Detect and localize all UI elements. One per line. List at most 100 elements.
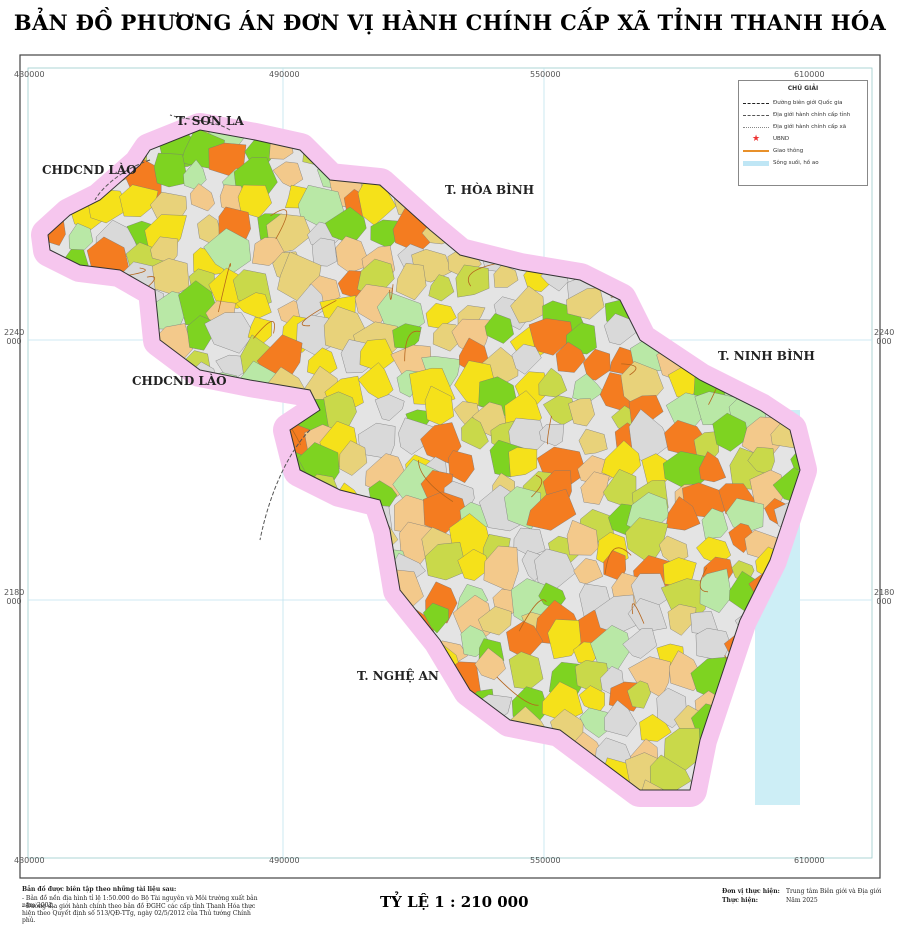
road	[328, 577, 342, 618]
commune	[119, 655, 151, 687]
commune	[581, 145, 609, 174]
commune	[342, 629, 373, 657]
commune	[101, 649, 136, 680]
commune	[149, 782, 183, 790]
commune	[48, 655, 75, 690]
commune	[48, 471, 69, 517]
commune	[747, 320, 774, 348]
commune	[236, 473, 279, 518]
commune	[536, 212, 575, 255]
region-label: T. NGHỆ AN	[357, 669, 439, 683]
commune	[784, 259, 800, 299]
coord-label: 2240 000	[4, 328, 25, 346]
commune	[48, 446, 72, 481]
commune	[714, 267, 750, 303]
commune	[550, 141, 579, 170]
commune	[204, 312, 255, 354]
commune	[67, 470, 105, 505]
credit-label: Đơn vị thực hiện:	[722, 888, 780, 895]
commune	[98, 351, 125, 377]
commune	[148, 408, 190, 454]
commune	[67, 714, 110, 752]
commune	[484, 313, 514, 344]
commune	[761, 235, 795, 271]
commune	[453, 759, 482, 790]
commune	[363, 733, 403, 784]
commune	[260, 675, 303, 714]
commune	[296, 731, 329, 760]
commune	[244, 617, 273, 644]
commune	[627, 240, 667, 276]
source-heading: Bản đồ được biên tập theo những tài liệu…	[22, 886, 177, 893]
road	[209, 492, 227, 524]
commune	[477, 606, 512, 636]
commune	[594, 130, 627, 143]
commune	[122, 754, 164, 790]
credit-label: Thực hiện:	[722, 897, 758, 904]
commune	[119, 713, 150, 744]
commune	[362, 706, 393, 740]
commune	[396, 743, 424, 769]
commune	[208, 717, 236, 745]
road	[270, 209, 288, 240]
commune	[355, 604, 394, 645]
coord-label: 610000	[794, 70, 825, 79]
commune	[416, 757, 457, 790]
commune	[641, 135, 667, 162]
commune	[691, 235, 727, 273]
commune	[48, 717, 69, 745]
commune	[299, 648, 334, 685]
road	[496, 676, 539, 706]
legend-item: Địa giới hành chính cấp tỉnh	[773, 112, 851, 118]
commune	[265, 574, 295, 615]
commune	[245, 685, 271, 714]
commune	[85, 371, 125, 407]
commune	[274, 519, 311, 555]
commune	[673, 145, 697, 173]
commune	[272, 507, 305, 545]
commune	[209, 726, 251, 765]
commune	[775, 188, 800, 229]
commune	[416, 781, 452, 790]
commune	[451, 731, 495, 775]
region-label: CHDCND LÀO	[132, 374, 227, 388]
commune	[272, 726, 305, 769]
road	[699, 567, 708, 593]
commune	[280, 708, 306, 737]
commune	[271, 623, 302, 675]
commune	[699, 568, 732, 613]
commune	[473, 734, 511, 775]
road	[386, 700, 391, 720]
commune	[639, 714, 672, 742]
map-title: BẢN ĐỒ PHƯƠNG ÁN ĐƠN VỊ HÀNH CHÍNH CẤP X…	[13, 10, 887, 35]
road	[531, 474, 543, 498]
coord-label: 490000	[269, 856, 300, 865]
commune	[89, 623, 133, 662]
commune	[661, 235, 688, 266]
commune	[48, 729, 66, 762]
commune	[91, 427, 120, 449]
commune	[577, 172, 608, 193]
commune	[703, 326, 732, 351]
commune	[634, 227, 661, 253]
commune	[336, 781, 373, 790]
commune	[48, 684, 57, 711]
commune	[238, 532, 293, 579]
commune	[523, 130, 549, 141]
commune	[89, 130, 122, 150]
commune	[330, 521, 367, 567]
commune	[48, 327, 55, 357]
commune	[237, 418, 270, 452]
commune	[188, 454, 223, 489]
commune	[186, 780, 221, 790]
road	[417, 460, 454, 502]
road	[389, 284, 394, 300]
commune	[95, 702, 136, 748]
coord-label: 430000	[14, 856, 45, 865]
commune	[145, 524, 183, 559]
commune	[208, 453, 238, 490]
commune	[472, 173, 513, 223]
commune	[736, 765, 757, 790]
commune	[158, 755, 195, 790]
coord-label: 2240 000	[874, 328, 895, 346]
